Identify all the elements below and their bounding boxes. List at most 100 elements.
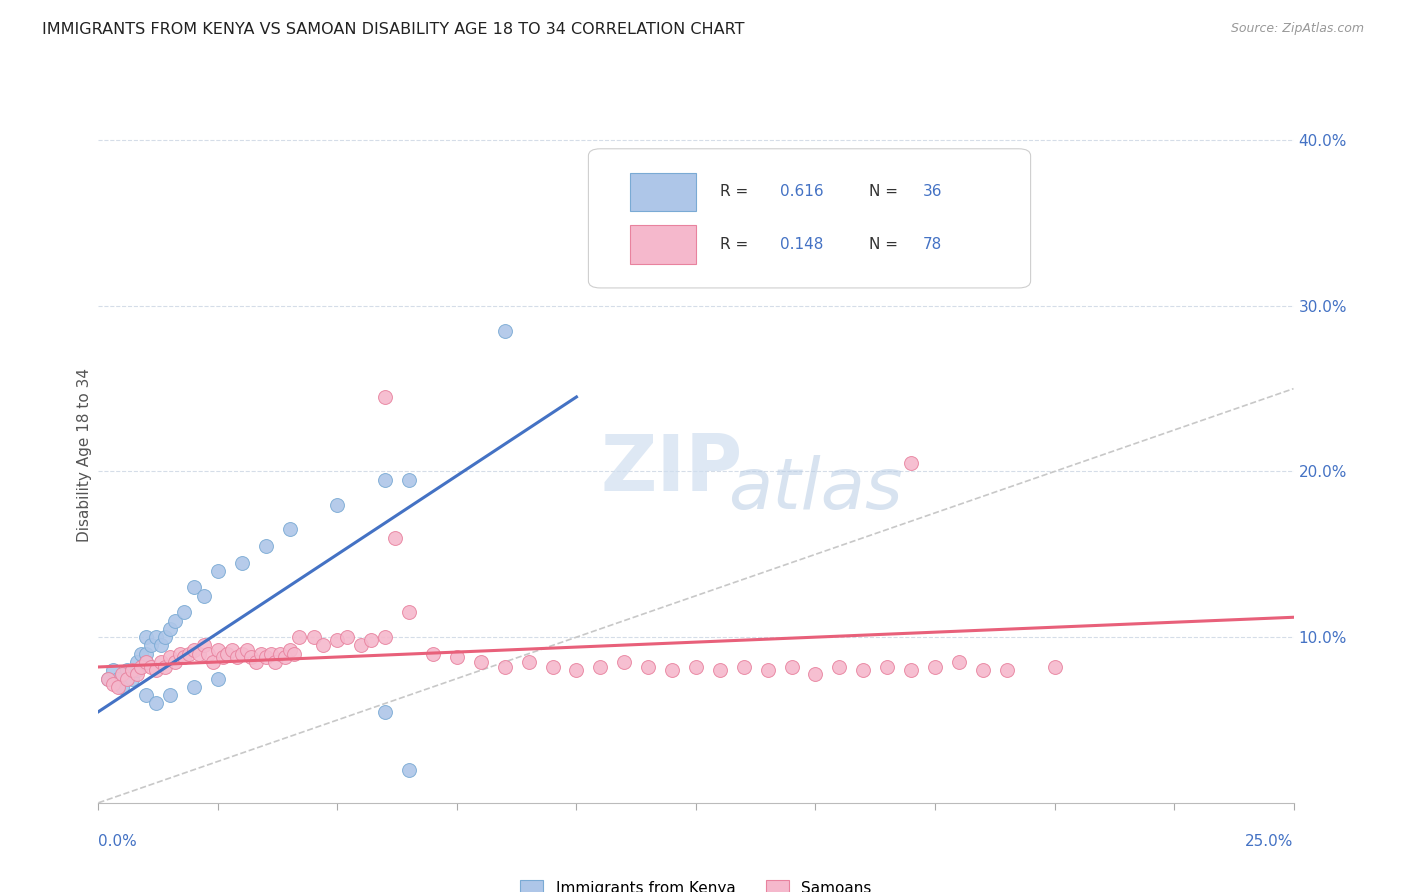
Point (948, 655, 970, 669)
Point (326, 498, 349, 512)
Point (494, 324, 516, 338)
Point (155, 630, 177, 644)
Text: 25.0%: 25.0% (1246, 834, 1294, 849)
Point (163, 614, 186, 628)
Point (374, 390, 396, 404)
Point (685, 660, 707, 674)
Point (374, 473, 396, 487)
Text: 0.0%: 0.0% (98, 834, 138, 849)
Y-axis label: Disability Age 18 to 34: Disability Age 18 to 34 (77, 368, 91, 542)
Point (173, 650, 195, 665)
Point (135, 630, 157, 644)
Point (240, 650, 263, 665)
Point (780, 660, 803, 674)
Point (179, 647, 201, 661)
Point (278, 523, 301, 537)
Point (288, 630, 311, 644)
Point (302, 630, 325, 644)
Point (360, 633, 382, 648)
Point (398, 605, 420, 619)
Point (264, 655, 287, 669)
Text: 78: 78 (922, 237, 942, 252)
Point (374, 630, 396, 644)
Point (145, 663, 167, 677)
Point (135, 655, 157, 669)
Text: R =: R = (720, 237, 754, 252)
Point (565, 663, 588, 677)
Point (101, 676, 124, 690)
Point (254, 650, 277, 665)
Point (207, 672, 229, 686)
Point (121, 672, 143, 686)
Point (97, 672, 120, 686)
Point (876, 660, 898, 674)
Point (231, 647, 253, 661)
Point (517, 655, 540, 669)
Point (159, 622, 181, 636)
Point (131, 660, 153, 674)
Point (231, 556, 253, 570)
Text: 0.148: 0.148 (779, 237, 823, 252)
Point (733, 660, 755, 674)
Point (1043, 660, 1066, 674)
Point (828, 660, 851, 674)
Point (446, 650, 468, 665)
Point (111, 666, 134, 681)
FancyBboxPatch shape (630, 173, 696, 211)
Text: 0.616: 0.616 (779, 185, 824, 200)
Point (183, 581, 205, 595)
FancyBboxPatch shape (588, 149, 1031, 288)
Point (139, 660, 162, 674)
Point (211, 650, 233, 665)
Point (125, 663, 148, 677)
Point (115, 672, 138, 686)
Point (193, 639, 215, 653)
Text: N =: N = (869, 237, 903, 252)
Point (900, 663, 922, 677)
Point (97, 672, 120, 686)
Text: Source: ZipAtlas.com: Source: ZipAtlas.com (1230, 22, 1364, 36)
Point (972, 663, 994, 677)
Point (169, 647, 191, 661)
Point (202, 655, 225, 669)
Point (661, 663, 683, 677)
Legend: Immigrants from Kenya, Samoans: Immigrants from Kenya, Samoans (520, 880, 872, 892)
Point (494, 660, 516, 674)
Point (125, 666, 148, 681)
Point (278, 643, 301, 657)
Point (221, 643, 243, 657)
Point (384, 531, 406, 545)
Point (283, 647, 305, 661)
Text: R =: R = (720, 185, 754, 200)
Point (470, 655, 492, 669)
Point (852, 663, 875, 677)
Point (183, 643, 205, 657)
Point (541, 660, 564, 674)
Point (259, 647, 281, 661)
Point (235, 643, 257, 657)
Point (149, 639, 172, 653)
Point (163, 655, 186, 669)
Point (149, 655, 172, 669)
Text: ZIP: ZIP (600, 431, 744, 507)
Point (709, 663, 731, 677)
Point (193, 589, 215, 603)
Point (804, 666, 827, 681)
Point (125, 655, 148, 669)
Point (756, 663, 779, 677)
Point (254, 539, 277, 553)
Point (613, 655, 636, 669)
Point (226, 650, 249, 665)
Text: atlas: atlas (728, 455, 903, 524)
Point (312, 639, 335, 653)
Point (115, 663, 138, 677)
Point (183, 680, 205, 694)
Point (245, 655, 267, 669)
Text: IMMIGRANTS FROM KENYA VS SAMOAN DISABILITY AGE 18 TO 34 CORRELATION CHART: IMMIGRANTS FROM KENYA VS SAMOAN DISABILI… (42, 22, 745, 37)
Point (135, 655, 157, 669)
Text: 36: 36 (922, 185, 942, 200)
Point (217, 647, 239, 661)
Point (924, 660, 946, 674)
Point (336, 630, 359, 644)
Point (589, 660, 612, 674)
